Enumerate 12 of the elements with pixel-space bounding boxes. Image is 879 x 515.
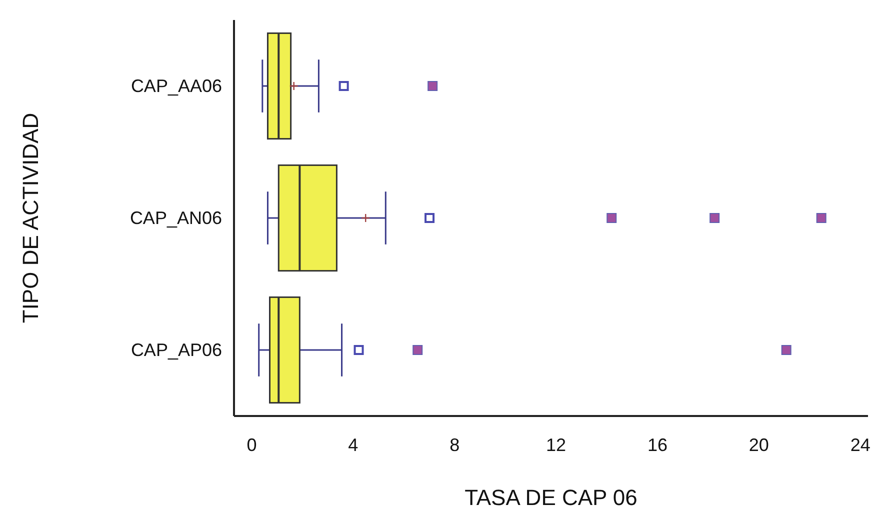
x-tick-label: 16 [647, 435, 668, 455]
y-axis-title: TIPO DE ACTIVIDAD [18, 112, 43, 324]
x-tick-label: 12 [546, 435, 566, 455]
y-tick-label: CAP_AN06 [130, 208, 222, 228]
y-tick-label: CAP_AP06 [130, 340, 222, 360]
x-tick-label: 8 [450, 435, 460, 455]
x-tick-label: 0 [246, 435, 257, 455]
x-axis-title: TASA DE CAP 06 [464, 485, 638, 510]
x-tick-label: 4 [348, 435, 358, 455]
y-tick-label: CAP_AA06 [130, 76, 222, 96]
x-tick-label: 24 [850, 435, 870, 455]
x-tick-label: 20 [748, 435, 769, 455]
